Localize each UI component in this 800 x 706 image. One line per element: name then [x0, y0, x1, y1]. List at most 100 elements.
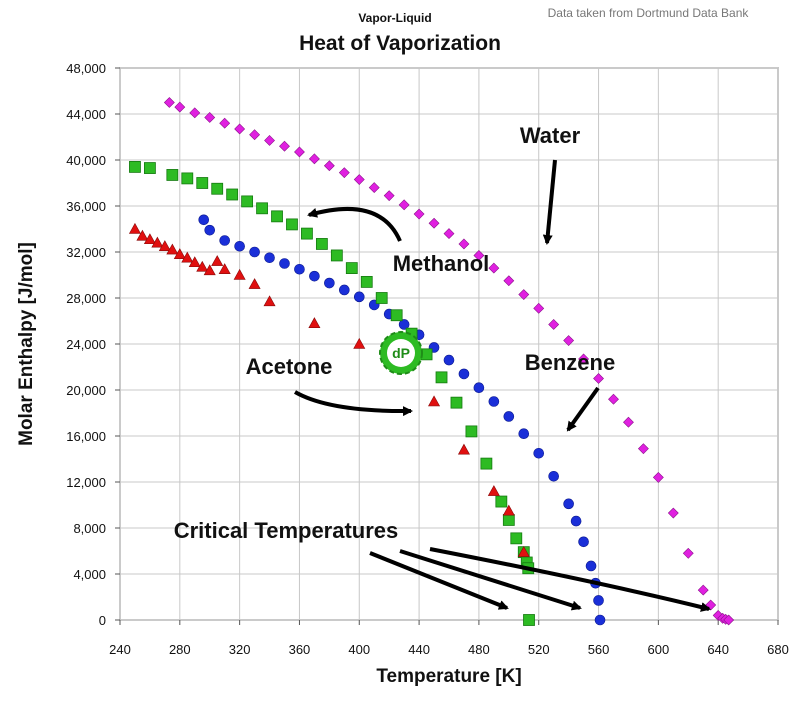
- methanol-point: [301, 227, 313, 240]
- water-point: [264, 135, 275, 146]
- water-point: [219, 117, 231, 129]
- methanol-point: [375, 292, 388, 304]
- y-tick-label: 36,000: [66, 199, 106, 214]
- acetone-point: [517, 546, 530, 557]
- y-tick-label: 0: [99, 613, 106, 628]
- annotation-critical-temperatures: Critical Temperatures: [174, 518, 399, 543]
- methanol-point: [330, 249, 343, 262]
- methanol-point: [502, 514, 515, 526]
- methanol-point: [465, 425, 478, 438]
- water-point: [294, 146, 305, 158]
- methanol-point: [166, 169, 179, 181]
- methanol-point: [181, 172, 194, 185]
- arrow-methanol: [307, 207, 402, 242]
- water-point: [279, 140, 290, 152]
- benzene-point: [204, 224, 216, 236]
- methanol-point: [523, 614, 535, 626]
- acetone-point: [188, 256, 201, 268]
- annotation-water: Water: [520, 123, 581, 148]
- acetone-point: [308, 317, 321, 329]
- benzene-point: [578, 536, 589, 548]
- benzene-point: [309, 270, 320, 282]
- methanol-point: [450, 396, 463, 409]
- benzene-point: [570, 515, 582, 527]
- x-tick-label: 280: [169, 642, 191, 657]
- acetone-point: [136, 229, 149, 241]
- water-point: [723, 614, 735, 626]
- arrow-critical-water: [429, 547, 711, 612]
- arrow-critical-benzene: [399, 549, 582, 611]
- y-tick-label: 40,000: [66, 153, 106, 168]
- annotation-methanol: Methanol: [393, 251, 490, 276]
- benzene-point: [563, 498, 574, 510]
- y-tick-label: 44,000: [66, 107, 106, 122]
- x-tick-label: 440: [408, 642, 430, 657]
- x-tick-label: 240: [109, 642, 131, 657]
- acetone-point: [218, 263, 231, 274]
- y-tick-label: 16,000: [66, 429, 106, 444]
- benzene-point: [533, 447, 545, 459]
- water-point: [189, 107, 201, 119]
- arrow-acetone: [294, 390, 413, 417]
- chart-title: Heat of Vaporization: [299, 32, 501, 55]
- water-point: [548, 319, 560, 330]
- y-tick-label: 48,000: [66, 61, 106, 76]
- x-tick-label: 360: [289, 642, 311, 657]
- methanol-point: [211, 182, 224, 195]
- acetone-point: [203, 264, 216, 276]
- methanol-point: [495, 495, 508, 508]
- methanol-point: [360, 275, 373, 288]
- acetone-point: [181, 251, 194, 263]
- water-point: [488, 262, 500, 274]
- acetone-point: [502, 504, 515, 516]
- methanol-point: [510, 532, 523, 545]
- benzene-point: [264, 252, 275, 264]
- methanol-point: [256, 202, 268, 215]
- water-point: [682, 547, 694, 559]
- water-point: [697, 584, 709, 596]
- water-point: [458, 238, 470, 250]
- dp-logo: dP: [379, 331, 423, 375]
- methanol-point: [129, 160, 141, 173]
- methanol-point: [286, 218, 298, 231]
- water-point: [249, 129, 261, 141]
- benzene-point: [219, 235, 230, 246]
- acetone-point: [158, 240, 171, 251]
- water-point: [368, 182, 380, 194]
- water-point: [608, 393, 619, 405]
- water-point: [323, 160, 335, 172]
- benzene-point: [548, 470, 559, 482]
- arrow-critical-methanol: [369, 551, 509, 610]
- methanol-point: [271, 210, 283, 223]
- benzene-point: [249, 246, 260, 258]
- water-point: [593, 373, 604, 384]
- benzene-point: [279, 258, 290, 269]
- annotation-acetone: Acetone: [246, 354, 333, 379]
- water-point: [204, 112, 216, 123]
- methanol-point: [315, 238, 328, 250]
- benzene-point: [398, 319, 410, 330]
- acetone-point: [487, 485, 500, 496]
- x-tick-label: 640: [707, 642, 729, 657]
- acetone-point: [263, 295, 276, 307]
- y-tick-label: 4,000: [73, 567, 106, 582]
- acetone-point: [248, 278, 261, 289]
- water-point: [563, 335, 575, 346]
- chart-supertitle: Vapor-Liquid: [358, 11, 431, 25]
- benzene-point: [234, 240, 245, 252]
- water-point: [503, 275, 515, 287]
- acetone-point: [173, 248, 186, 260]
- y-axis-ticks: 0 4,000 8,000 12,000 16,000 20,000 24,000 28,00…: [66, 61, 120, 628]
- x-axis-ticks: 240 280 320 360 400 440 480 520 560 600 640 680: [109, 620, 789, 657]
- acetone-point: [428, 395, 441, 407]
- water-point: [398, 199, 410, 211]
- benzene-point: [585, 560, 597, 572]
- benzene-point: [458, 368, 470, 380]
- y-axis-label: Molar Enthalpy [J/mol]: [16, 242, 37, 446]
- acetone-point: [196, 260, 209, 272]
- benzene-point: [324, 277, 335, 289]
- methanol-point: [480, 457, 493, 470]
- data-source-credit: Data taken from Dortmund Data Bank: [548, 6, 750, 20]
- methanol-point: [144, 162, 156, 174]
